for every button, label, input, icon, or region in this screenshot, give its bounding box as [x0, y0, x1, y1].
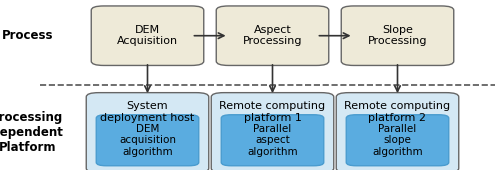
FancyBboxPatch shape — [86, 93, 209, 170]
Text: Parallel
aspect
algorithm: Parallel aspect algorithm — [247, 124, 298, 157]
FancyBboxPatch shape — [211, 93, 334, 170]
Text: Processing
Dependent
Platform: Processing Dependent Platform — [0, 111, 64, 154]
Text: Parallel
slope
algorithm: Parallel slope algorithm — [372, 124, 423, 157]
Text: Slope
Processing: Slope Processing — [368, 25, 427, 47]
Text: Remote computing
platform 2: Remote computing platform 2 — [344, 101, 451, 123]
Text: Remote computing
platform 1: Remote computing platform 1 — [220, 101, 326, 123]
FancyBboxPatch shape — [341, 6, 454, 65]
FancyBboxPatch shape — [336, 93, 459, 170]
Text: Aspect
Processing: Aspect Processing — [243, 25, 302, 47]
FancyBboxPatch shape — [216, 6, 329, 65]
Text: System
deployment host: System deployment host — [100, 101, 194, 123]
FancyBboxPatch shape — [96, 115, 198, 166]
Text: Process: Process — [2, 29, 53, 42]
Text: DEM
Acquisition: DEM Acquisition — [117, 25, 178, 47]
Text: DEM
acquisition
algorithm: DEM acquisition algorithm — [119, 124, 176, 157]
FancyBboxPatch shape — [346, 115, 449, 166]
FancyBboxPatch shape — [91, 6, 204, 65]
FancyBboxPatch shape — [221, 115, 324, 166]
